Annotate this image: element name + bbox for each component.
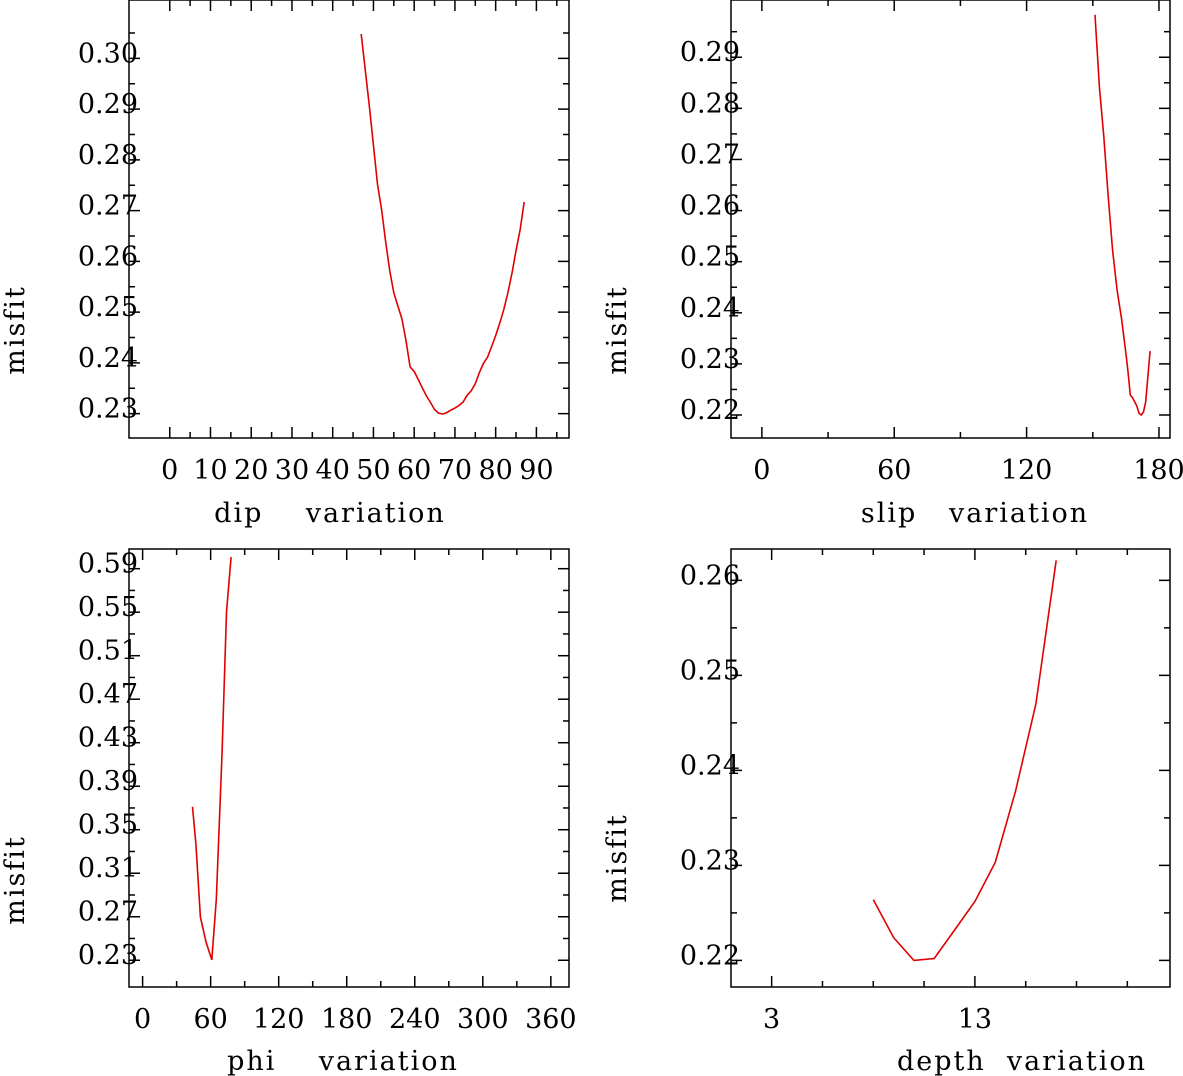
dip-y-tick-label: 0.30 — [78, 38, 138, 69]
dip-y-tick-label: 0.28 — [78, 140, 138, 171]
phi-x-tick-label: 300 — [457, 1004, 509, 1035]
slip-y-tick-label: 0.23 — [680, 344, 740, 375]
dip-x-tick-label: 40 — [316, 455, 350, 486]
dip-y-tick-label: 0.27 — [78, 191, 138, 222]
dip-x-tick-label: 10 — [193, 455, 227, 486]
depth-x-axis-label: depth variation — [897, 1046, 1147, 1076]
depth-plot-frame — [730, 548, 1171, 988]
phi-misfit-line — [191, 556, 232, 961]
dip-y-tick-label: 0.29 — [78, 89, 138, 120]
phi-y-tick-label: 0.55 — [78, 592, 138, 623]
slip-y-axis-label: misfit — [602, 285, 633, 375]
dip-x-axis-label: dip variation — [214, 498, 446, 529]
phi-x-tick-label: 180 — [321, 1004, 373, 1035]
depth-y-tick-label: 0.25 — [680, 655, 740, 686]
dip-x-tick-label: 30 — [275, 455, 309, 486]
depth-misfit-line — [872, 560, 1057, 962]
slip-x-tick-label: 0 — [753, 455, 770, 486]
phi-x-tick-label: 0 — [134, 1004, 151, 1035]
phi-x-tick-label: 360 — [525, 1004, 577, 1035]
slip-y-tick-label: 0.25 — [680, 242, 740, 273]
dip-panel: 0 10 20 30 40 50 60 70 80 90 0.23 0.24 0.25 0.26 0.27 0… — [0, 0, 570, 529]
slip-y-tick-label: 0.26 — [680, 191, 740, 222]
phi-x-axis-label: phi variation — [227, 1046, 459, 1076]
dip-plot-frame — [128, 0, 570, 439]
dip-x-tick-label: 70 — [438, 455, 472, 486]
phi-x-tick-label: 120 — [253, 1004, 305, 1035]
phi-plot-frame — [128, 548, 570, 988]
depth-x-tick-label: 13 — [958, 1004, 992, 1035]
phi-x-tick-label: 240 — [389, 1004, 441, 1035]
depth-y-tick-label: 0.26 — [680, 560, 740, 591]
dip-x-tick-label: 50 — [356, 455, 390, 486]
dip-x-tick-label: 20 — [234, 455, 268, 486]
dip-y-tick-label: 0.23 — [78, 394, 138, 425]
depth-x-tick-label: 3 — [763, 1004, 780, 1035]
phi-y-tick-label: 0.35 — [78, 810, 138, 841]
dip-y-axis-label: misfit — [0, 285, 31, 375]
slip-y-tick-label: 0.28 — [680, 88, 740, 119]
slip-y-tick-label: 0.24 — [680, 293, 740, 324]
slip-y-tick-label: 0.27 — [680, 139, 740, 170]
slip-y-tick-label: 0.22 — [680, 395, 740, 426]
slip-y-tick-label: 0.29 — [680, 37, 740, 68]
depth-panel: 3 13 0.22 0.23 0.24 0.25 0.26 depth variation mi… — [602, 548, 1171, 1076]
phi-y-tick-label: 0.43 — [78, 723, 138, 754]
depth-y-tick-label: 0.22 — [680, 940, 740, 971]
slip-x-tick-label: 120 — [1001, 455, 1053, 486]
depth-y-tick-label: 0.23 — [680, 845, 740, 876]
phi-y-axis-label: misfit — [0, 835, 31, 925]
dip-x-tick-label: 0 — [161, 455, 178, 486]
slip-x-tick-label: 180 — [1133, 455, 1183, 486]
phi-x-tick-label: 60 — [193, 1004, 227, 1035]
depth-y-axis-label: misfit — [602, 813, 633, 903]
phi-y-tick-label: 0.59 — [78, 549, 138, 580]
dip-y-tick-label: 0.26 — [78, 241, 138, 272]
slip-x-axis-label: slip variation — [861, 498, 1089, 529]
depth-y-tick-label: 0.24 — [680, 750, 740, 781]
phi-y-tick-label: 0.39 — [78, 766, 138, 797]
dip-x-tick-label: 80 — [478, 455, 512, 486]
phi-y-tick-label: 0.23 — [78, 940, 138, 971]
phi-y-tick-label: 0.31 — [78, 853, 138, 884]
slip-panel: 0 60 120 180 0.22 0.23 0.24 0.25 0.26 0.27 0.28 0.2… — [602, 0, 1183, 529]
dip-y-tick-label: 0.25 — [78, 292, 138, 323]
phi-y-tick-label: 0.27 — [78, 897, 138, 928]
phi-y-tick-label: 0.51 — [78, 636, 138, 667]
dip-x-tick-label: 90 — [519, 455, 553, 486]
dip-x-tick-label: 60 — [397, 455, 431, 486]
slip-plot-frame — [730, 0, 1171, 439]
phi-y-tick-label: 0.47 — [78, 679, 138, 710]
dip-y-tick-label: 0.24 — [78, 343, 138, 374]
phi-panel: 0 60 120 180 240 300 360 0.23 0.27 0.31 0.35 0.39 0.… — [0, 548, 577, 1076]
slip-misfit-line — [1094, 14, 1151, 417]
slip-x-tick-label: 60 — [877, 455, 911, 486]
dip-misfit-line — [360, 33, 525, 415]
